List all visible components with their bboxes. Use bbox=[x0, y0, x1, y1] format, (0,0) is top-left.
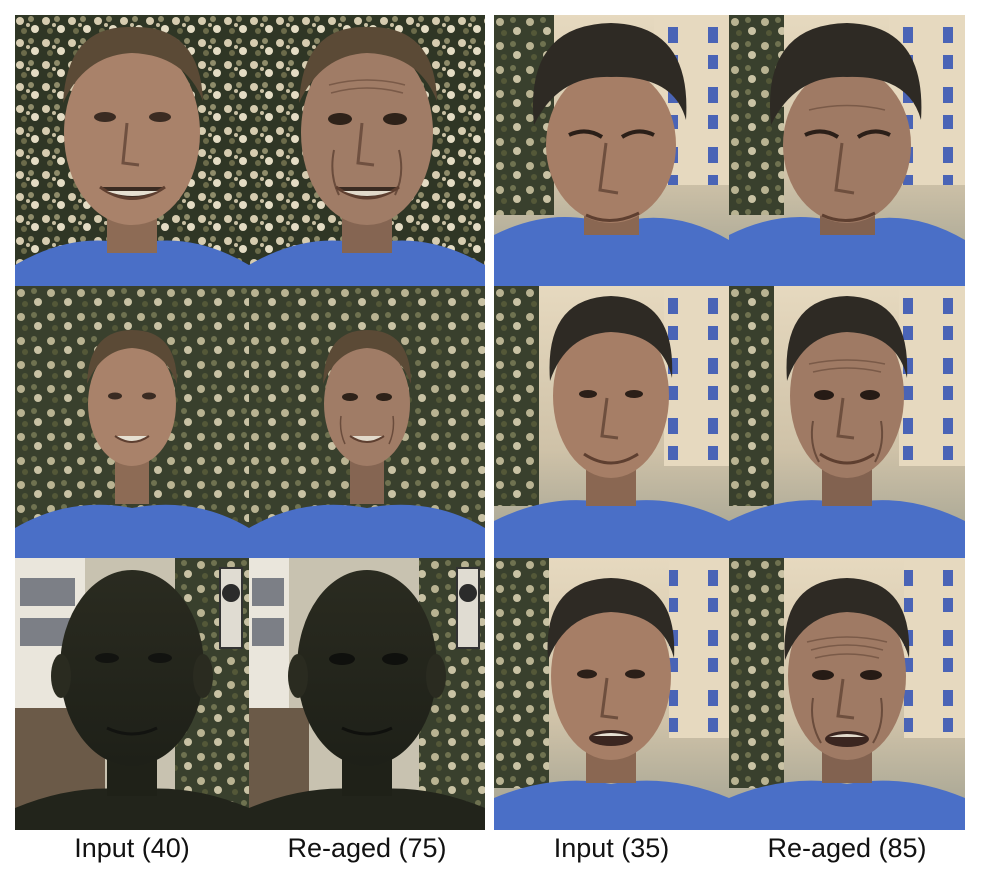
photo-reaged-85-row3 bbox=[729, 558, 965, 830]
caption-reaged-85: Re-aged (85) bbox=[767, 833, 927, 863]
photo-input-35-row1 bbox=[494, 15, 729, 286]
photo-reaged-85-row2 bbox=[729, 286, 965, 558]
photo-input-40-row3 bbox=[15, 558, 249, 830]
caption-input-35: Input (35) bbox=[553, 833, 670, 863]
photo-input-35-row3 bbox=[494, 558, 729, 830]
photo-input-35-row2 bbox=[494, 286, 729, 558]
photo-reaged-85-row1 bbox=[729, 15, 965, 286]
caption-reaged-75: Re-aged (75) bbox=[287, 833, 447, 863]
photo-reaged-75-row1 bbox=[249, 15, 485, 286]
caption-input-40: Input (40) bbox=[74, 833, 190, 863]
photo-reaged-75-row3 bbox=[249, 558, 485, 830]
photo-input-40-row1 bbox=[15, 15, 249, 286]
photo-reaged-75-row2 bbox=[249, 286, 485, 558]
photo-input-40-row2 bbox=[15, 286, 249, 558]
